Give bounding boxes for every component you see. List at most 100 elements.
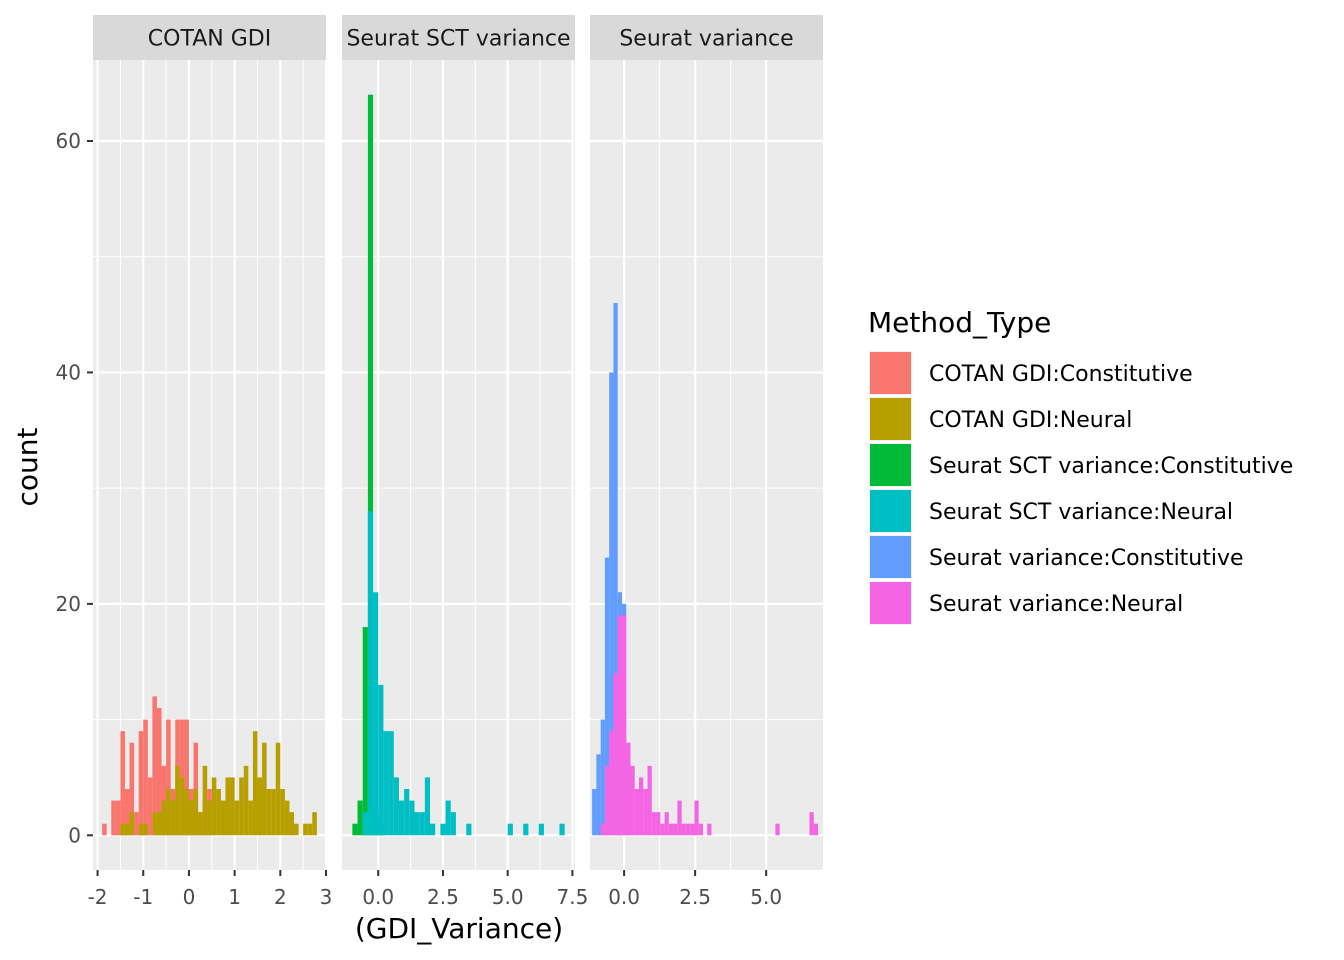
histogram-bar — [677, 800, 682, 836]
legend-entry: Seurat variance:Constitutive — [869, 535, 1244, 579]
facet-strip-label: Seurat variance — [619, 27, 793, 52]
histogram-bar — [404, 789, 410, 836]
panel-background — [590, 60, 823, 870]
legend-swatch — [870, 536, 911, 578]
legend-label: Seurat variance:Neural — [929, 592, 1183, 617]
histogram-bar — [613, 303, 618, 836]
facet-strip — [590, 15, 823, 60]
histogram-bar — [266, 789, 272, 836]
legend-label: Seurat SCT variance:Constitutive — [929, 454, 1293, 479]
histogram-bar — [651, 812, 657, 836]
histogram-bar — [280, 789, 285, 836]
histogram-bar — [230, 777, 235, 836]
histogram-bar — [303, 823, 308, 836]
histogram-bar — [362, 627, 368, 836]
x-tick-label: 1 — [228, 885, 241, 909]
histogram-bar — [673, 823, 678, 836]
x-tick-label: 7.5 — [557, 885, 589, 909]
histogram-bar — [294, 823, 299, 836]
histogram-bar — [559, 823, 565, 836]
histogram-bar — [393, 777, 399, 836]
legend-entry: Seurat SCT variance:Neural — [869, 489, 1233, 533]
histogram-bar — [216, 789, 221, 836]
x-tick-label: -2 — [88, 885, 108, 909]
histogram-bar — [367, 511, 374, 836]
histogram-bar — [690, 823, 695, 836]
histogram-bar — [440, 823, 446, 836]
histogram-bar — [383, 731, 389, 836]
histogram-bar — [685, 823, 691, 836]
panel-background — [93, 60, 326, 870]
histogram-bar — [161, 800, 167, 836]
legend-swatch — [870, 444, 911, 486]
x-tick-label: 3 — [320, 885, 333, 909]
histogram-bar — [596, 754, 601, 836]
histogram-bar — [166, 719, 171, 836]
histogram-bar — [184, 719, 189, 836]
histogram-bar — [111, 800, 116, 836]
histogram-bar — [523, 823, 529, 836]
histogram-bar — [639, 777, 644, 836]
histogram-bar — [538, 823, 544, 836]
histogram-bar — [284, 800, 290, 836]
histogram-bar — [147, 777, 153, 836]
histogram-bar — [630, 765, 635, 836]
histogram-bar — [312, 812, 317, 836]
histogram-bar — [664, 812, 669, 836]
y-tick-label: 0 — [68, 823, 81, 847]
histogram-bar — [120, 731, 125, 836]
x-tick-label: 5.0 — [492, 885, 524, 909]
y-axis: 0 20 40 60 — [56, 129, 93, 847]
y-tick-label: 20 — [56, 592, 81, 616]
histogram-bar — [225, 777, 231, 836]
histogram-bar — [647, 765, 652, 836]
histogram-bar — [138, 823, 144, 836]
histogram-bar — [617, 615, 622, 836]
histogram-bar — [419, 812, 425, 836]
facet-strip — [342, 15, 575, 60]
histogram-bar — [198, 812, 203, 836]
legend-swatch — [870, 582, 911, 624]
histogram-bar — [129, 812, 135, 836]
facet-strip-label: COTAN GDI — [148, 27, 271, 52]
histogram-bar — [152, 696, 157, 836]
x-tick-label: 2.5 — [679, 885, 711, 909]
histogram-bar — [707, 823, 712, 836]
histogram-bar — [378, 684, 384, 836]
x-tick-label: 0.0 — [608, 885, 640, 909]
histogram-bar — [388, 731, 394, 836]
histogram-bar — [289, 812, 295, 836]
histogram-bar — [809, 812, 814, 836]
histogram-bar — [170, 800, 176, 836]
histogram-bar — [352, 823, 358, 836]
histogram-bar — [414, 812, 420, 836]
histogram-bar — [134, 812, 139, 836]
facet-strip-label: Seurat SCT variance — [346, 27, 570, 52]
histogram-bar — [156, 812, 162, 836]
x-tick-label: -1 — [133, 885, 153, 909]
histogram-bar — [609, 731, 614, 836]
histogram-series — [120, 731, 317, 836]
histogram-bar — [202, 765, 208, 836]
histogram-bar — [252, 731, 258, 836]
histogram-bar — [775, 823, 780, 836]
legend-entry: COTAN GDI:Neural — [869, 397, 1132, 441]
histogram-bar — [234, 800, 240, 836]
histogram-bar — [152, 812, 157, 836]
histogram-bar — [507, 823, 513, 836]
histogram-bar — [643, 789, 648, 836]
histogram-bar — [193, 789, 199, 836]
histogram-bar — [220, 800, 226, 836]
histogram-bar — [120, 823, 125, 836]
histogram-bar — [124, 823, 130, 836]
histogram-bar — [694, 800, 699, 836]
histogram-bar — [143, 823, 148, 836]
histogram-bar — [373, 592, 379, 836]
x-tick-label: 2 — [274, 885, 287, 909]
histogram-bar — [668, 823, 674, 836]
legend-label: COTAN GDI:Constitutive — [929, 362, 1193, 387]
histogram-bar — [184, 789, 189, 836]
histogram-bar — [398, 800, 405, 836]
histogram-bar — [257, 777, 263, 836]
histogram-bar — [445, 800, 451, 836]
